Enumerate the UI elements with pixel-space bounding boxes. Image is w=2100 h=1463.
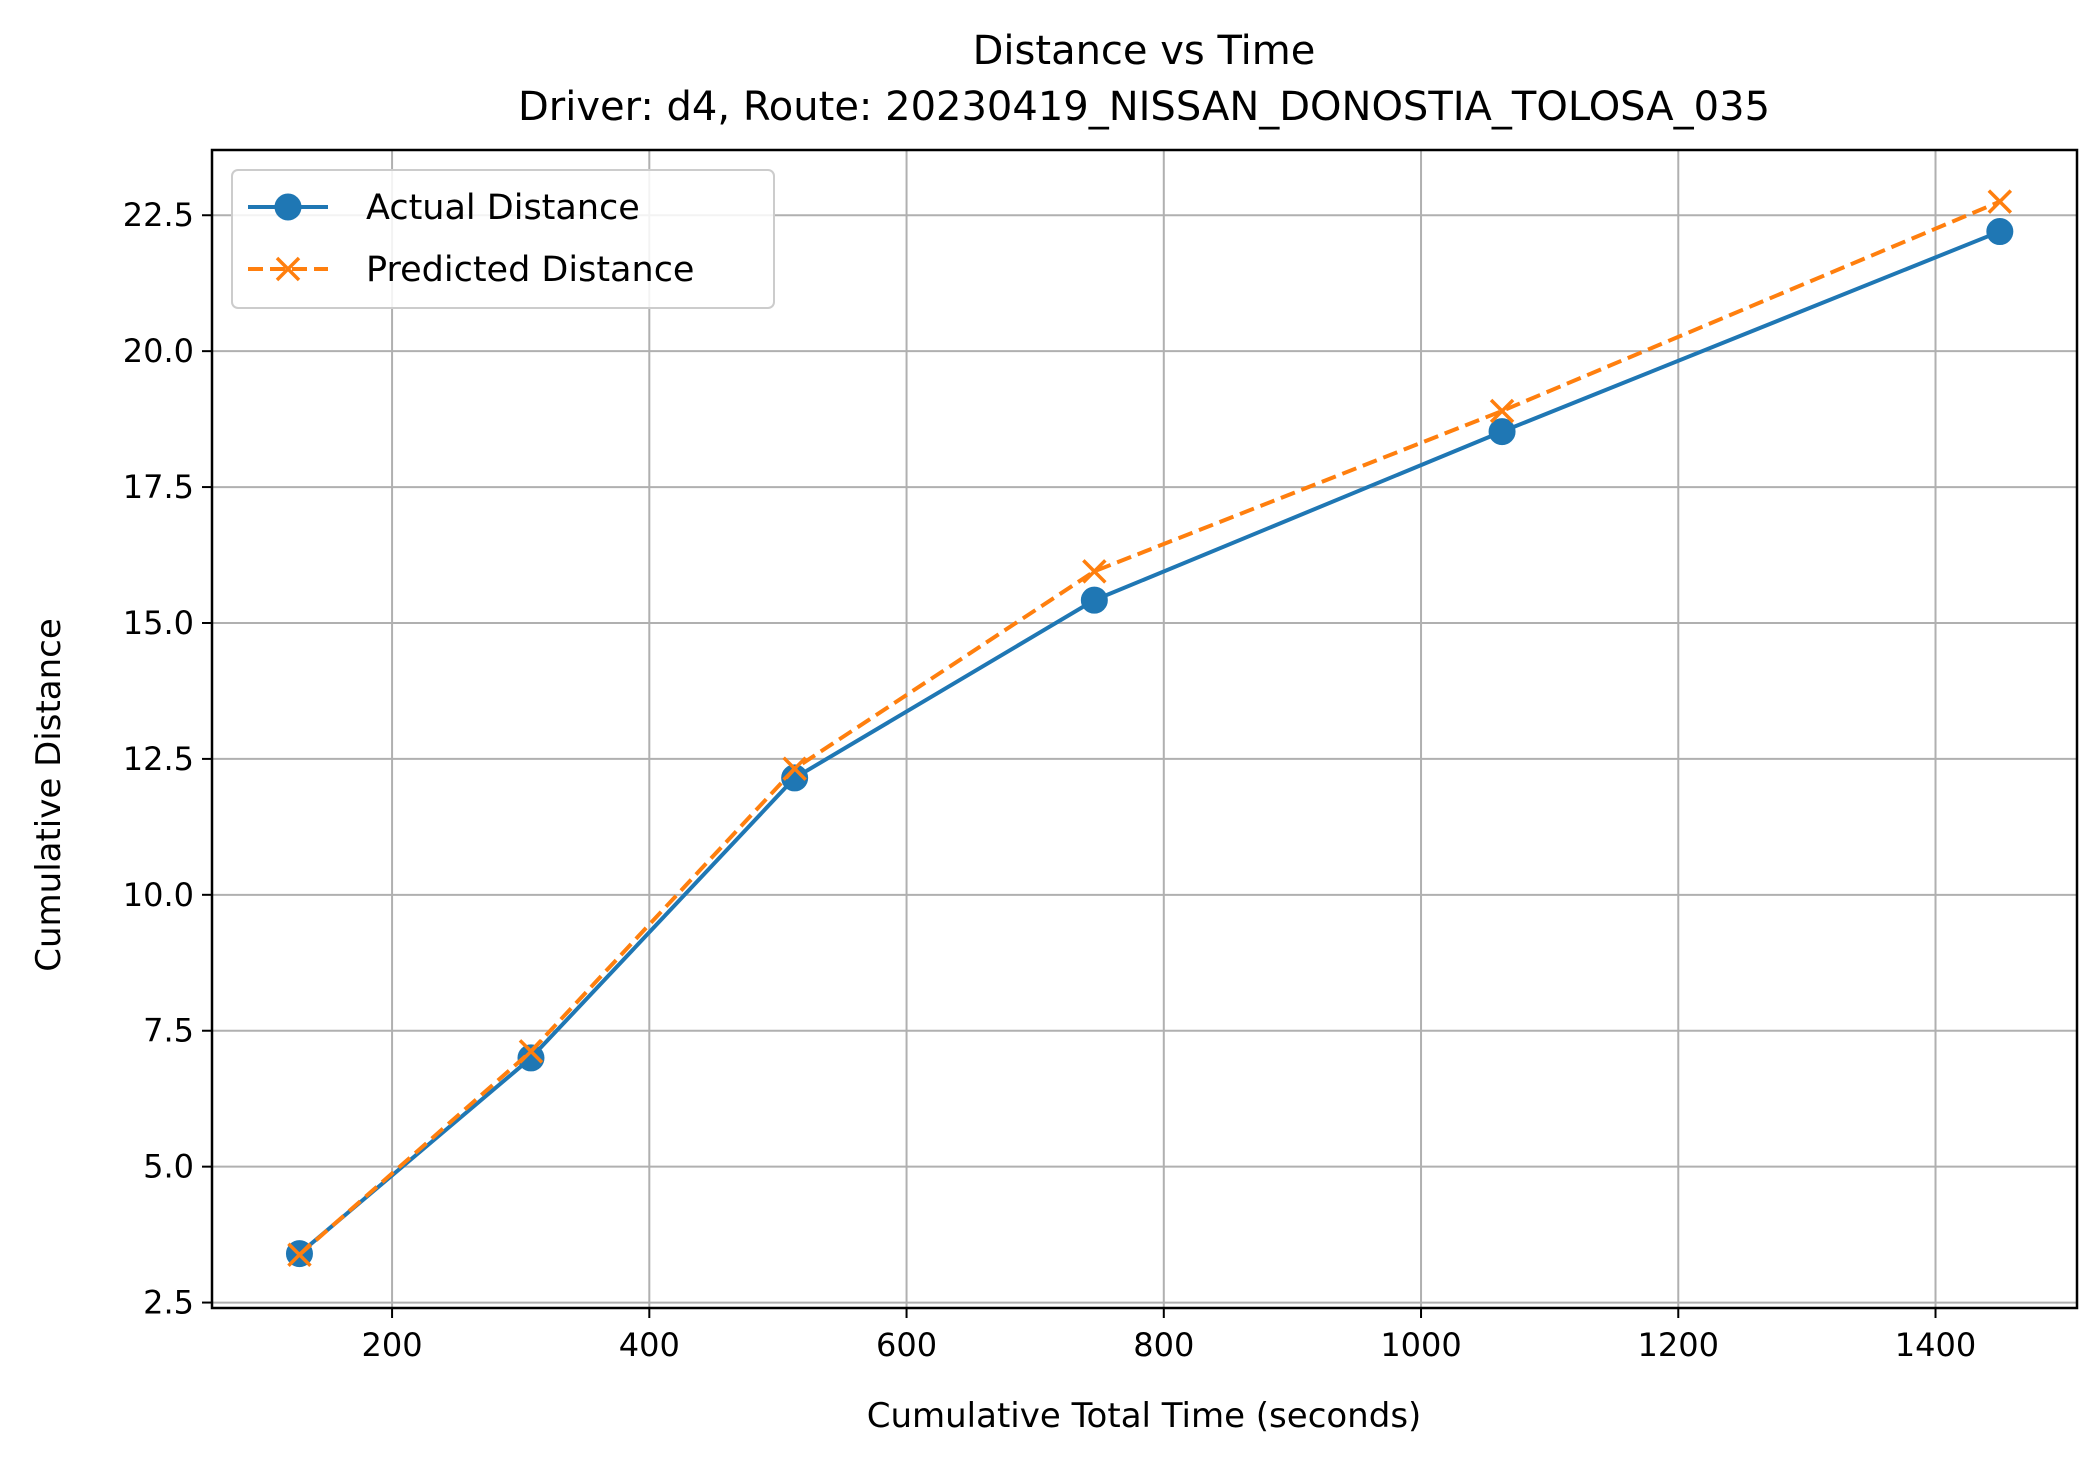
data-point-actual-distance xyxy=(517,1044,545,1072)
y-tick-label: 22.5 xyxy=(123,196,194,234)
y-tick-label: 7.5 xyxy=(143,1012,194,1050)
y-tick-label: 15.0 xyxy=(123,604,194,642)
x-tick-label: 1200 xyxy=(1638,1326,1719,1364)
x-axis-ticks: 200 400 600 800 1000 1200 1400 xyxy=(362,1308,1976,1364)
data-point-actual-distance xyxy=(1080,586,1108,614)
data-point-predicted-distance xyxy=(1489,398,1515,424)
data-point-actual-distance xyxy=(1986,218,2014,246)
data-point-predicted-distance xyxy=(1082,559,1107,584)
x-tick-label: 1400 xyxy=(1895,1326,1976,1364)
y-axis-ticks: 2.5 5.0 7.5 10.0 12.5 15.0 17.5 20.0 22.5 xyxy=(123,196,212,1322)
data-point-predicted-distance xyxy=(287,1242,312,1267)
series-layer xyxy=(285,189,2014,1268)
data-point-predicted-distance xyxy=(518,1039,544,1064)
data-point-predicted-distance xyxy=(782,756,807,781)
data-point-actual-distance xyxy=(781,764,809,792)
x-tick-label: 200 xyxy=(362,1326,423,1364)
chart-title: Distance vs Time xyxy=(973,28,1316,74)
legend-item-actual-distance: Actual Distance xyxy=(248,188,640,228)
data-point-predicted-distance xyxy=(1987,189,2013,214)
series-actual-distance xyxy=(285,218,2014,1268)
chart-subtitle: Driver: d4, Route: 20230419_NISSAN_DONOS… xyxy=(518,84,1770,130)
legend-marker xyxy=(275,256,301,282)
series-line-actual-distance xyxy=(298,229,2001,1256)
series-line-predicted-distance xyxy=(298,199,2001,1257)
legend-label: Actual Distance xyxy=(366,188,640,228)
legend: Actual Distance Predicted Distance xyxy=(231,169,775,309)
data-point-actual-distance xyxy=(1488,418,1516,446)
y-axis-label: Cumulative Distance xyxy=(29,618,69,972)
plot-frame xyxy=(210,148,2079,1310)
y-tick-label: 17.5 xyxy=(123,468,194,506)
y-tick-label: 10.0 xyxy=(123,876,194,914)
legend-item-predicted-distance: Predicted Distance xyxy=(248,250,694,290)
x-tick-label: 400 xyxy=(619,1326,680,1364)
x-tick-label: 600 xyxy=(876,1326,937,1364)
x-axis-label: Cumulative Total Time (seconds) xyxy=(867,1396,1422,1436)
x-tick-label: 800 xyxy=(1133,1326,1194,1364)
legend-box xyxy=(231,169,775,309)
series-predicted-distance xyxy=(287,189,2013,1267)
legend-label: Predicted Distance xyxy=(366,250,694,290)
legend-marker xyxy=(274,193,302,221)
y-tick-label: 5.0 xyxy=(143,1148,194,1186)
y-tick-label: 12.5 xyxy=(123,740,194,778)
y-tick-label: 20.0 xyxy=(123,332,194,370)
x-tick-label: 1000 xyxy=(1380,1326,1461,1364)
grid xyxy=(212,150,2077,1308)
y-tick-label: 2.5 xyxy=(143,1284,194,1322)
